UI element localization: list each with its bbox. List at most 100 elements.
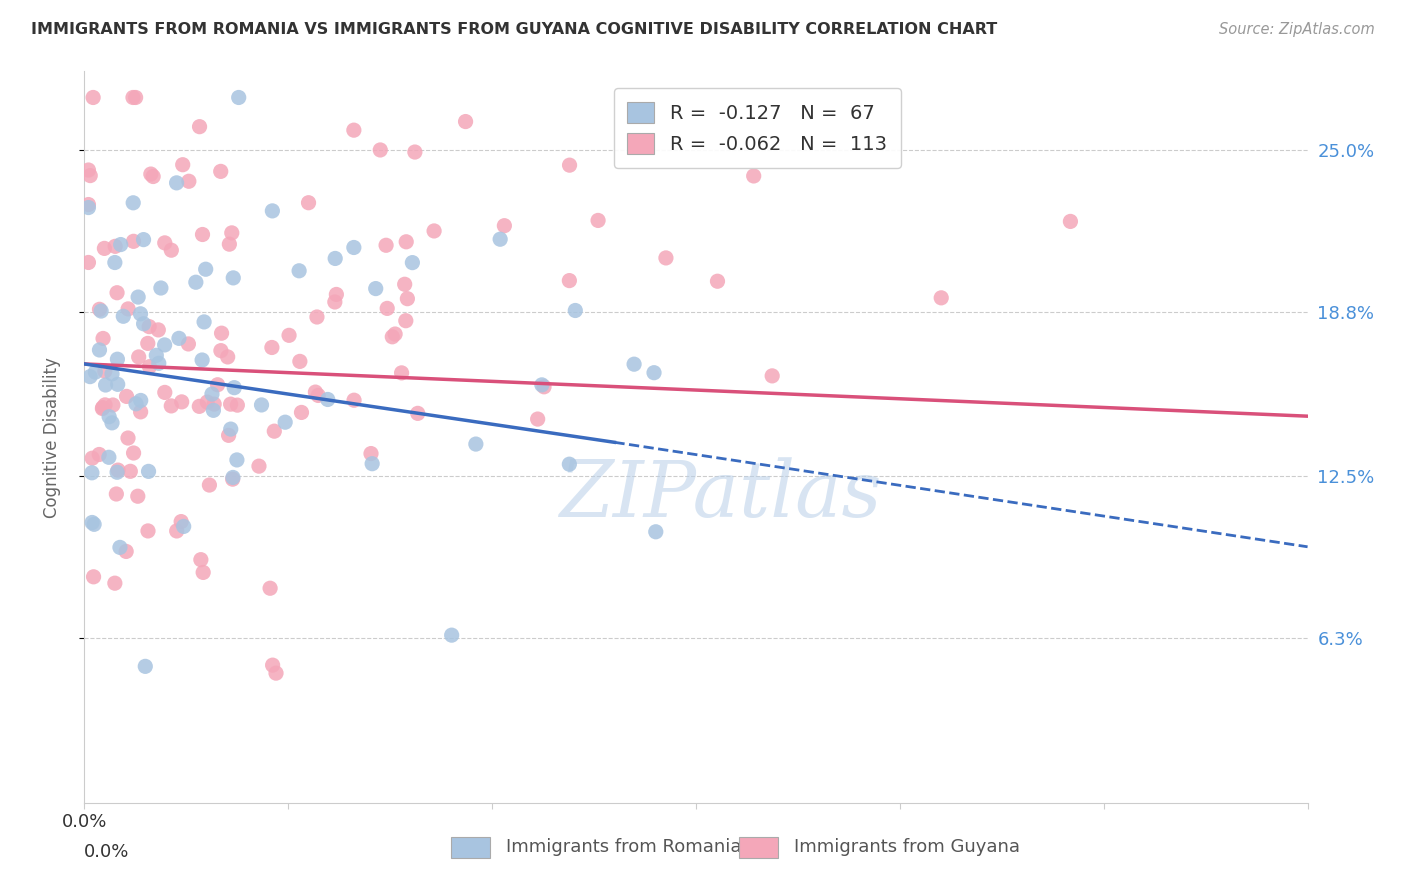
Point [93,241,115,255]
Point [395,314,418,328]
Point [250,398,273,412]
Point [153,235,176,250]
Point [384,326,406,341]
Point [129,307,152,321]
Point [290,405,312,419]
Point [191,227,214,242]
Point [201,387,224,401]
Point [108,541,131,555]
Point [401,255,423,269]
Point [742,169,765,183]
Point [297,195,319,210]
Point [262,658,284,673]
Point [129,393,152,408]
Point [145,348,167,362]
Point [148,356,170,370]
Point [167,331,190,345]
Point [221,226,243,240]
Point [219,422,242,436]
Point [83,517,105,532]
Point [396,292,419,306]
Point [202,403,225,417]
Point [105,487,128,501]
Point [127,489,149,503]
Point [391,366,413,380]
Point [494,219,516,233]
Point [188,400,211,414]
Point [211,326,233,341]
Point [530,377,553,392]
Point [1059,214,1081,228]
Text: Immigrants from Romania: Immigrants from Romania [506,838,742,855]
Point [274,415,297,429]
Point [170,395,193,409]
Point [94,398,117,412]
Point [218,237,240,252]
Text: Immigrants from Guyana: Immigrants from Guyana [794,838,1019,855]
Point [104,239,127,253]
Point [623,357,645,371]
Point [260,341,283,355]
Point [177,174,200,188]
Point [160,243,183,257]
Text: 0.0%: 0.0% [84,843,129,861]
Point [91,401,114,415]
Point [247,459,270,474]
Point [112,310,135,324]
Point [375,238,398,252]
Point [219,397,242,411]
Point [288,264,311,278]
Point [375,301,398,316]
Point [77,201,100,215]
Point [94,364,117,378]
Point [184,275,207,289]
Point [104,255,127,269]
Point [122,235,145,249]
Text: ZIPatlas: ZIPatlas [560,458,882,533]
Point [194,262,217,277]
Point [558,274,581,288]
Point [325,287,347,301]
Point [104,576,127,591]
Point [288,354,311,368]
Point [79,169,101,183]
Point [564,303,586,318]
Point [225,453,247,467]
FancyBboxPatch shape [738,838,778,858]
Point [558,158,581,172]
Point [105,465,128,479]
Point [98,409,121,424]
Point [263,424,285,438]
Point [173,519,195,533]
Point [221,472,243,486]
Point [304,385,326,400]
Point [101,367,124,381]
Point [110,237,132,252]
Text: IMMIGRANTS FROM ROMANIA VS IMMIGRANTS FROM GUYANA COGNITIVE DISABILITY CORRELATI: IMMIGRANTS FROM ROMANIA VS IMMIGRANTS FR… [31,22,997,37]
Point [395,235,418,249]
Point [129,405,152,419]
Point [117,431,139,445]
Point [440,628,463,642]
Point [82,90,104,104]
Point [177,337,200,351]
Point [209,164,232,178]
Point [138,464,160,478]
Point [80,466,103,480]
Point [343,123,366,137]
Point [361,457,384,471]
Point [132,233,155,247]
Point [360,446,382,460]
Point [381,330,404,344]
Point [101,398,124,412]
Point [190,552,212,566]
Point [706,274,728,288]
Point [97,450,120,465]
Point [82,451,104,466]
Point [122,90,145,104]
Point [83,570,105,584]
Point [188,120,211,134]
Point [153,385,176,400]
Point [172,158,194,172]
Point [148,323,170,337]
